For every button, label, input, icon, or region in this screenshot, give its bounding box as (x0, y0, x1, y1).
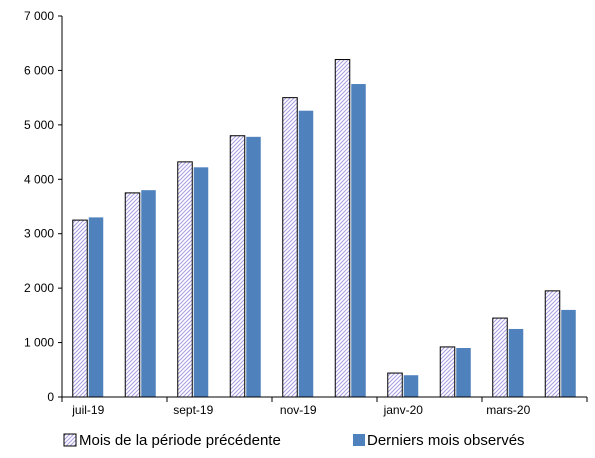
legend-label-previous-period: Mois de la période précédente (79, 432, 281, 449)
y-tick-label: 3 000 (24, 227, 54, 241)
y-tick-label: 1 000 (24, 336, 54, 350)
x-tick-label: mars-20 (486, 403, 530, 417)
bar-previous-period (229, 135, 246, 398)
bar-previous-period (72, 219, 88, 398)
y-tick-label: 5 000 (24, 118, 54, 132)
bar-previous-period (177, 161, 193, 398)
legend: Mois de la période précédente Derniers m… (63, 432, 525, 449)
y-tick-label: 2 000 (24, 281, 54, 295)
bar-previous-period (387, 372, 403, 398)
bar-previous-period (544, 290, 561, 398)
legend-label-last-months: Derniers mois observés (367, 432, 525, 449)
bar-last-months (351, 84, 366, 398)
bar-last-months (193, 167, 209, 397)
legend-swatch-previous-period (63, 433, 77, 447)
y-tick-label: 0 (47, 390, 54, 404)
bar-previous-period (334, 59, 351, 398)
bar-last-months (298, 110, 314, 397)
bar-previous-period (124, 192, 141, 398)
y-tick-label: 4 000 (24, 172, 54, 186)
bar-last-months (246, 136, 261, 397)
bar-last-months (561, 309, 576, 397)
bar-last-months (403, 375, 419, 397)
x-tick-label: juil-19 (71, 403, 104, 417)
bar-last-months (88, 217, 104, 397)
y-tick-label: 7 000 (24, 9, 54, 23)
bar-last-months (141, 190, 156, 397)
legend-swatch-last-months (353, 434, 365, 446)
plot-area: 0 1 000 2 000 3 000 4 000 5 000 6 000 7 000 juil… (24, 9, 588, 417)
bar-previous-period (439, 346, 456, 398)
x-tick-label: janv-20 (383, 403, 424, 417)
bar-last-months (508, 328, 524, 397)
bar-previous-period (282, 97, 298, 398)
x-tick-label: sept-19 (173, 403, 213, 417)
bar-last-months (456, 348, 471, 397)
y-tick-label: 6 000 (24, 63, 54, 77)
x-tick-label: nov-19 (280, 403, 317, 417)
bar-previous-period (492, 317, 508, 398)
